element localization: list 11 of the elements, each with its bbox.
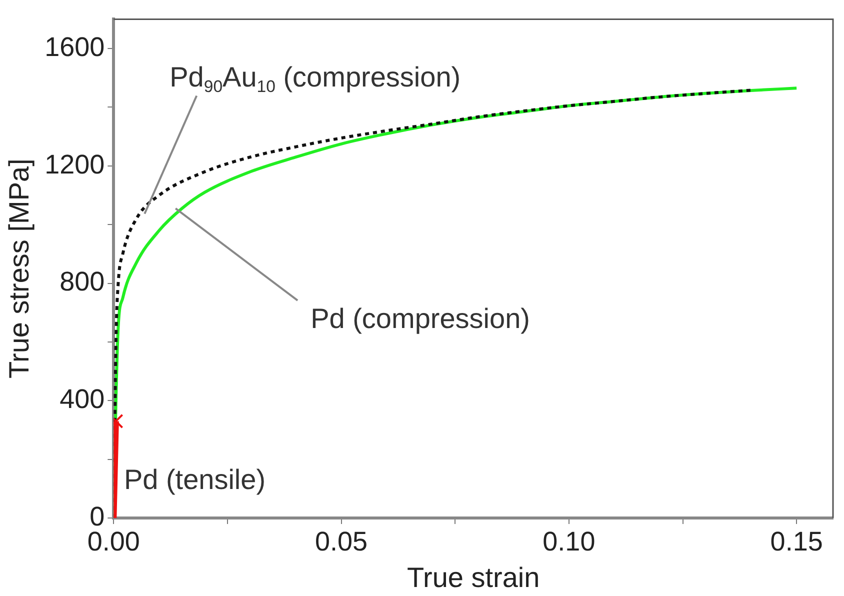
x-axis-title: True strain [406,562,540,593]
y-tick-label: 1200 [44,149,105,180]
x-tick-label: 0.10 [542,526,596,557]
x-tick-label: 0.05 [315,526,368,557]
y-axis-title: True stress [MPa] [4,158,35,379]
y-tick-label: 400 [60,384,105,414]
x-tick-label: 0.15 [770,526,823,557]
annotation: Pd (tensile) [124,464,266,495]
annotation: Pd (compression) [310,303,530,334]
y-tick-label: 1600 [44,32,105,62]
y-tick-label: 800 [60,266,105,297]
